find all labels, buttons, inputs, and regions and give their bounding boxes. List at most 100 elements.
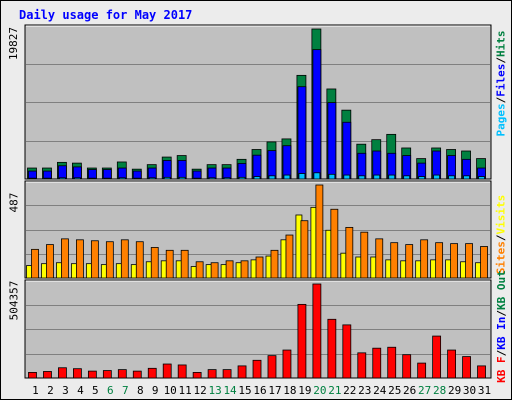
- sites-bar: [61, 238, 69, 279]
- kb-bar: [132, 370, 142, 379]
- day-tick-label: 26: [403, 384, 416, 397]
- files-bar: [327, 102, 337, 180]
- pages-bar: [88, 177, 96, 180]
- sites-bar: [31, 248, 39, 279]
- files-bar: [267, 150, 277, 180]
- pages-bar: [418, 176, 426, 180]
- pages-bar: [433, 174, 441, 180]
- kb-bar: [87, 370, 97, 379]
- kb-bar: [162, 363, 172, 379]
- day-tick-label: 16: [253, 384, 266, 397]
- day-tick-label: 25: [388, 384, 401, 397]
- sites-bar: [120, 239, 129, 279]
- day-tick-label: 15: [238, 384, 251, 397]
- sites-bar: [165, 249, 174, 279]
- chart-title: Daily usage for May 2017: [19, 8, 193, 22]
- sites-bar: [46, 244, 54, 279]
- files-bar: [207, 167, 217, 180]
- sites-bar: [465, 243, 473, 279]
- files-bar: [357, 152, 367, 180]
- day-tick-label: 17: [268, 384, 281, 397]
- pages-bar: [178, 176, 186, 180]
- day-tick-label: 18: [283, 384, 296, 397]
- files-bar: [102, 169, 112, 180]
- sites-bar: [90, 240, 99, 279]
- pages-bar: [223, 177, 231, 180]
- pages-bar: [29, 177, 36, 180]
- kb-bar: [447, 349, 456, 379]
- kb-bar: [117, 369, 127, 379]
- kb-bar: [372, 347, 382, 379]
- sites-bar: [150, 247, 159, 279]
- day-tick-label: 3: [62, 384, 69, 397]
- pages-bar: [448, 175, 455, 180]
- sites-bar: [76, 239, 84, 279]
- kb-bar: [282, 349, 292, 379]
- kb-bar: [237, 365, 247, 379]
- kb-bar: [222, 369, 232, 379]
- sites-bar: [135, 241, 144, 279]
- kb-bar: [312, 283, 322, 379]
- pages-bar: [388, 174, 396, 180]
- files-bar: [252, 154, 262, 180]
- day-tick-label: 29: [448, 384, 461, 397]
- sites-bar: [210, 262, 219, 279]
- kb-bar: [342, 324, 352, 379]
- day-tick-label: 4: [77, 384, 84, 397]
- sites-bar: [105, 241, 114, 279]
- sites-bar: [255, 256, 264, 279]
- pages-bar: [103, 177, 111, 180]
- files-bar: [297, 86, 307, 180]
- kb-bar: [327, 318, 337, 379]
- sites-bar: [270, 249, 279, 279]
- sites-bar: [240, 260, 249, 279]
- pages-bar: [358, 175, 366, 180]
- pages-bar: [44, 177, 51, 180]
- pages-bar: [313, 172, 321, 180]
- pages-bar: [163, 176, 171, 180]
- day-tick-label: 6: [107, 384, 114, 397]
- sites-bar: [225, 260, 234, 279]
- pages-bar: [283, 174, 291, 180]
- pages-bar: [253, 176, 261, 180]
- kb-bar: [73, 368, 82, 379]
- pages-bar: [373, 174, 381, 180]
- pages-bar: [298, 173, 306, 180]
- files-bar: [237, 163, 247, 180]
- files-bar: [177, 160, 187, 180]
- pages-bar: [328, 173, 336, 180]
- kb-bar: [417, 362, 427, 379]
- day-tick-label: 13: [208, 384, 221, 397]
- files-bar: [73, 166, 82, 180]
- day-tick-label: 20: [313, 384, 326, 397]
- day-tick-label: 14: [223, 384, 237, 397]
- files-bar: [58, 165, 67, 180]
- kb-bar: [357, 352, 367, 379]
- day-tick-label: 2: [47, 384, 54, 397]
- sites-bar: [315, 184, 324, 279]
- kb-bar: [432, 335, 442, 379]
- files-bar: [342, 121, 352, 180]
- sites-bar: [345, 226, 354, 279]
- pages-bar: [403, 175, 411, 180]
- kb-bar: [267, 355, 277, 379]
- sites-bar: [435, 242, 444, 279]
- sites-bar: [195, 261, 204, 279]
- day-tick-label: 24: [373, 384, 387, 397]
- sites-bar: [480, 246, 488, 279]
- files-bar: [282, 145, 292, 180]
- day-tick-label: 30: [463, 384, 476, 397]
- day-tick-label: 8: [137, 384, 144, 397]
- kb-bar: [387, 346, 397, 379]
- day-tick-label: 11: [179, 384, 192, 397]
- kb-bar: [297, 303, 307, 379]
- files-bar: [117, 167, 127, 180]
- pages-bar: [463, 175, 470, 180]
- kb-bar: [462, 356, 471, 379]
- day-tick-label: 31: [478, 384, 491, 397]
- day-tick-label: 12: [194, 384, 207, 397]
- kb-bar: [147, 367, 157, 379]
- day-tick-label: 9: [152, 384, 159, 397]
